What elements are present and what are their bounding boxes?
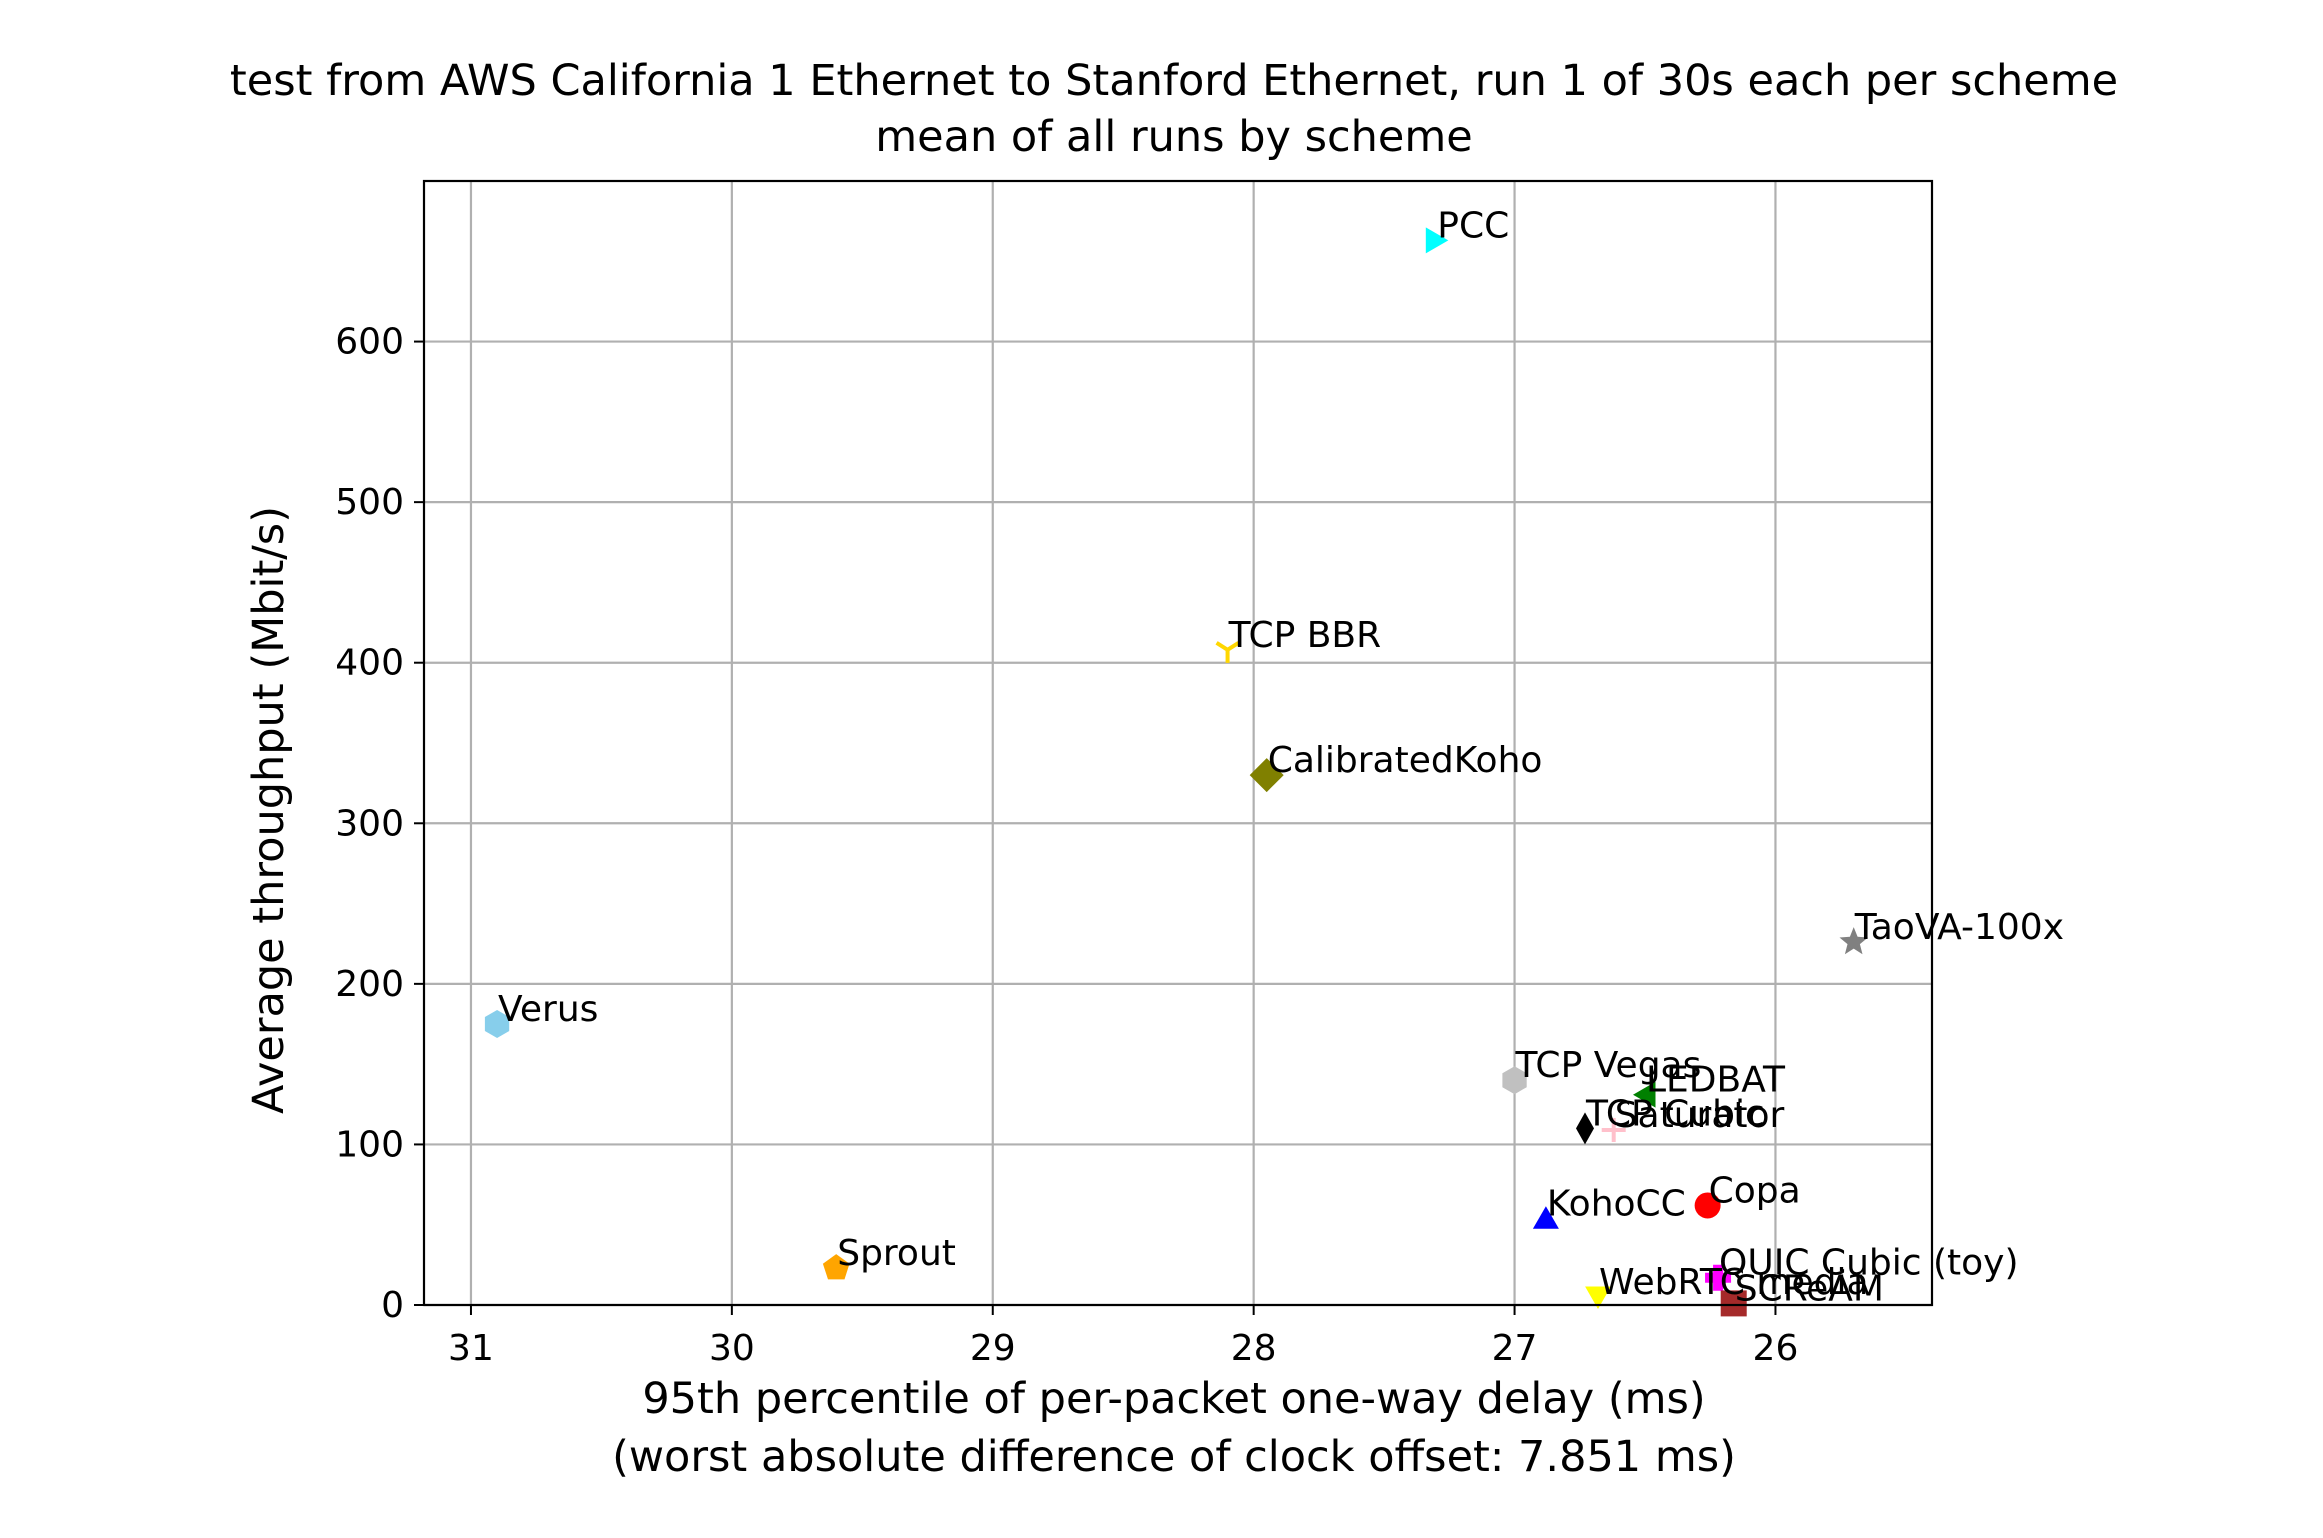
tcp-bbr-label: TCP BBR: [1228, 615, 1382, 656]
x-tick-label: 30: [709, 1328, 755, 1369]
webrtc-media-label: WebRTC media: [1599, 1262, 1868, 1303]
kohocc-label: KohoCC: [1547, 1183, 1686, 1224]
verus-label: Verus: [498, 989, 598, 1030]
point-labels: PCC TCP BBR CalibratedKoho TaoVA-100x Verus T…: [498, 205, 2064, 1309]
y-tick-label: 600: [335, 322, 404, 363]
tcp-cubic-point: [1576, 1112, 1595, 1145]
tcp-vegas-point: [1502, 1066, 1527, 1095]
quic-cubic-toy-label: QUIC Cubic (toy): [1719, 1243, 2018, 1284]
tcp-vegas-label: TCP Vegas: [1515, 1045, 1702, 1086]
x-tick-label: 27: [1492, 1328, 1538, 1369]
sprout-point: [822, 1254, 850, 1280]
plot-frame: [422, 179, 1934, 1307]
y-tick-label: 300: [335, 803, 404, 844]
y-tick-label: 200: [335, 964, 404, 1005]
x-axis-note: (worst absolute difference of clock offs…: [612, 1432, 1736, 1482]
y-axis-label: Average throughput (Mbit/s): [244, 506, 294, 1114]
y-tick-label: 100: [335, 1124, 404, 1165]
x-tick-label: 28: [1231, 1328, 1277, 1369]
pcc-label: PCC: [1437, 205, 1509, 246]
chart-subtitle: mean of all runs by scheme: [875, 112, 1472, 162]
scream-point: [1720, 1290, 1747, 1317]
verus-point: [484, 1010, 510, 1038]
quic-cubic-toy-point: [1705, 1264, 1732, 1291]
taova-100x-label: TaoVA-100x: [1854, 907, 2064, 948]
saturator-point: [1601, 1117, 1626, 1142]
sprout-label: Sprout: [837, 1233, 956, 1274]
chart-title: test from AWS California 1 Ethernet to S…: [230, 56, 2118, 106]
saturator-label: Saturator: [1615, 1095, 1785, 1136]
tcp-bbr-point: [1215, 641, 1240, 663]
x-axis-label: 95th percentile of per-packet one-way de…: [642, 1374, 1705, 1424]
calibratedkoho-point: [1249, 758, 1284, 793]
copa-label: Copa: [1709, 1170, 1801, 1211]
data-points: [484, 227, 1868, 1317]
copa-point: [1694, 1192, 1721, 1219]
y-tick-label: 0: [381, 1285, 404, 1326]
grid-lines: [424, 181, 1932, 1307]
taova-100x-point: [1839, 927, 1868, 955]
ledbat-label: LEDBAT: [1646, 1060, 1786, 1101]
x-tick-label: 26: [1753, 1328, 1799, 1369]
ledbat-point: [1633, 1081, 1656, 1108]
axis-ticks: 31 30 29 28 27 26 0 100 200 300 400 500 600: [335, 322, 1798, 1369]
kohocc-point: [1532, 1206, 1559, 1229]
y-tick-label: 400: [335, 643, 404, 684]
y-tick-label: 500: [335, 482, 404, 523]
webrtc-media-point: [1585, 1286, 1611, 1309]
tcp-cubic-label: TCP Cubic: [1585, 1093, 1765, 1134]
calibratedkoho-label: CalibratedKoho: [1268, 740, 1543, 781]
scream-label: SCReAM: [1735, 1268, 1884, 1309]
x-tick-label: 31: [448, 1328, 494, 1369]
pcc-point: [1425, 227, 1449, 254]
x-tick-label: 29: [970, 1328, 1016, 1369]
